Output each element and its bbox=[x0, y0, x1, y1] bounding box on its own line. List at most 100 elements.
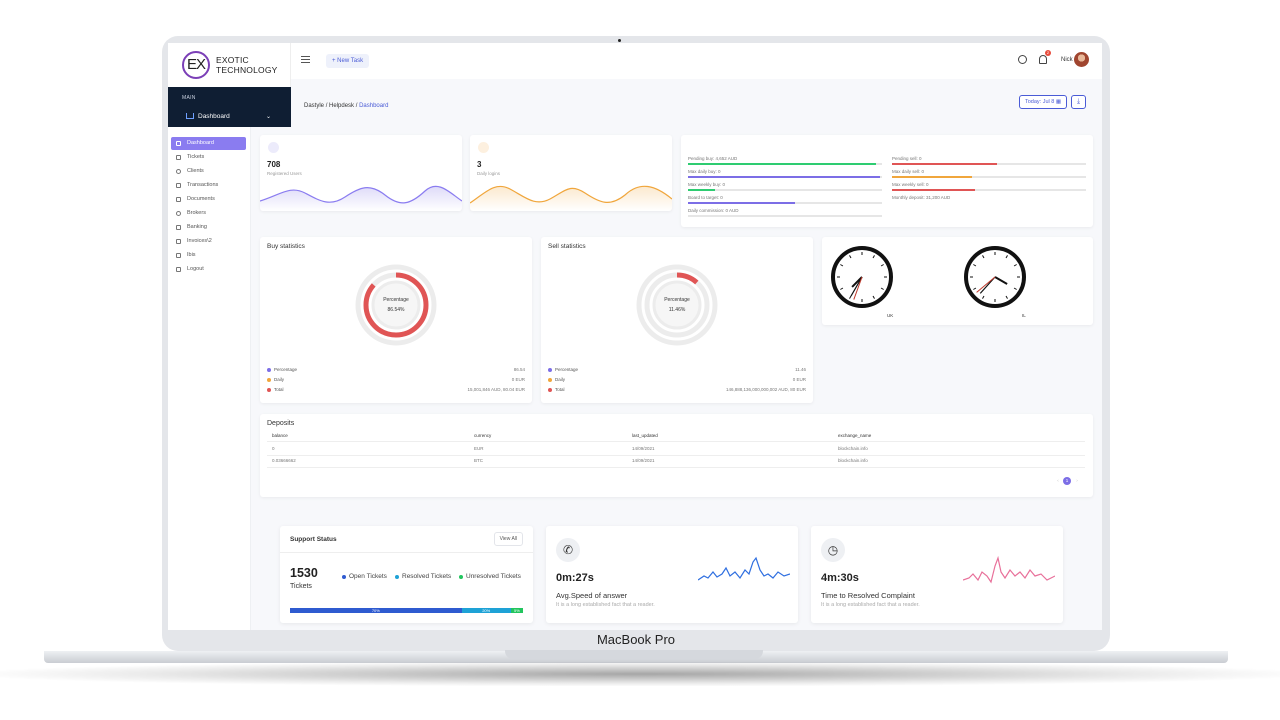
logo-text: EXOTIC TECHNOLOGY bbox=[216, 55, 278, 75]
sidebar-item-brokers[interactable]: Brokers bbox=[171, 207, 246, 220]
clock-tick bbox=[849, 295, 852, 299]
breadcrumb-item-helpdesk[interactable]: Helpdesk bbox=[329, 103, 355, 109]
deposits-title: Deposits bbox=[267, 420, 295, 427]
sidebar-item-clients[interactable]: Clients bbox=[171, 165, 246, 178]
tickets-label: Tickets bbox=[290, 583, 312, 590]
calendar-icon bbox=[478, 142, 489, 153]
legend-name: Percentage bbox=[555, 367, 579, 372]
app-screen: EX EXOTIC TECHNOLOGY + New Task 2 Nick M… bbox=[168, 43, 1102, 630]
legend-name: Total bbox=[274, 387, 284, 392]
buy-statistics-title: Buy statistics bbox=[267, 243, 305, 250]
hamburger-icon[interactable] bbox=[301, 56, 310, 63]
pagination-prev[interactable]: ‹ bbox=[1057, 478, 1059, 483]
download-icon[interactable]: ⤓ bbox=[1071, 95, 1086, 109]
legend-name: Total bbox=[555, 387, 565, 392]
table-cell: 0.03666662 bbox=[272, 458, 296, 463]
sell-statistics-title: Sell statistics bbox=[548, 243, 586, 250]
donut-value-arc bbox=[644, 272, 710, 338]
sell-donut-chart bbox=[636, 264, 718, 346]
card-divider bbox=[280, 552, 533, 553]
legend-dot bbox=[395, 574, 399, 579]
column-header-currency[interactable]: currency bbox=[474, 433, 492, 438]
table-cell: 14/09/2021 bbox=[632, 446, 655, 451]
laptop-shadow bbox=[0, 662, 1280, 686]
sidebar-item-invoices[interactable]: Invoices\2 bbox=[171, 235, 246, 248]
column-header-balance[interactable]: balance bbox=[272, 433, 288, 438]
limit-label: Pending sell: 0 bbox=[892, 156, 922, 161]
user-name[interactable]: Nick bbox=[1061, 57, 1073, 63]
search-icon[interactable] bbox=[1018, 55, 1027, 64]
date-button[interactable]: Today: Jul 8 ▦ bbox=[1019, 95, 1068, 109]
chevron-down-icon[interactable]: ⌄ bbox=[266, 114, 272, 120]
avatar[interactable] bbox=[1074, 52, 1089, 67]
users-wave-chart bbox=[260, 185, 462, 211]
lock-icon bbox=[176, 267, 181, 272]
clock-tick bbox=[982, 255, 985, 259]
main-nav-panel: MAIN Dashboard ⌄ bbox=[168, 87, 291, 127]
view-all-button[interactable]: View All bbox=[493, 532, 523, 546]
buy-donut-chart bbox=[355, 264, 437, 346]
table-cell: 14/09/2021 bbox=[632, 458, 655, 463]
limit-fill bbox=[688, 189, 716, 191]
limits-card: Pending buy: 4,652 AUD Max daily buy: 0 … bbox=[681, 135, 1093, 227]
table-cell: blockchain.info bbox=[838, 446, 868, 451]
sidebar-item-transactions[interactable]: Transactions bbox=[171, 179, 246, 192]
sidebar-item-label: Banking bbox=[187, 224, 207, 230]
sidebar-item-ibis[interactable]: Ibis bbox=[171, 249, 246, 262]
limit-label: Max daily buy: 0 bbox=[688, 169, 721, 174]
user-icon bbox=[176, 169, 181, 174]
main-dashboard-link[interactable]: Dashboard bbox=[198, 113, 230, 120]
limit-label: Max weekly sell: 0 bbox=[892, 182, 929, 187]
clock-icon: ◷ bbox=[821, 538, 845, 562]
bank-icon bbox=[176, 225, 181, 230]
home-icon bbox=[186, 113, 194, 119]
limit-label: Monthly deposit: 31,200 AUD bbox=[892, 195, 951, 200]
limit-label: Daily commission: 0 AUD bbox=[688, 208, 739, 213]
donut-ring-outer bbox=[636, 264, 718, 346]
legend-item: Total bbox=[548, 387, 565, 392]
resolve-sparkline bbox=[963, 556, 1055, 584]
daily-logins-value: 3 bbox=[477, 160, 482, 169]
legend-item: Daily bbox=[267, 377, 284, 382]
clock-ticks bbox=[970, 252, 1020, 302]
sidebar-item-tickets[interactable]: Tickets bbox=[171, 151, 246, 164]
sell-statistics-card: Sell statistics Percentage 11.46% Percen… bbox=[541, 237, 813, 403]
sidebar-item-logout[interactable]: Logout bbox=[171, 263, 246, 276]
legend-dot bbox=[548, 367, 552, 372]
sell-center-label: Percentage bbox=[664, 297, 690, 303]
table-divider bbox=[267, 441, 1085, 442]
il-clock-label: IL bbox=[1022, 313, 1026, 318]
send-icon bbox=[176, 183, 181, 188]
pagination-next[interactable]: › bbox=[1076, 478, 1078, 483]
breadcrumb-item-dastyle[interactable]: Dastyle bbox=[304, 103, 325, 109]
legend-item: Total bbox=[267, 387, 284, 392]
sidebar-item-dashboard[interactable]: Dashboard bbox=[171, 137, 246, 150]
clock-tick bbox=[973, 264, 977, 267]
monitor-icon bbox=[176, 155, 181, 160]
bell-icon[interactable] bbox=[1039, 55, 1047, 64]
table-cell: blockchain.info bbox=[838, 458, 868, 463]
avg-speed-card: ✆ 0m:27s Avg.Speed of answer It is a lon… bbox=[546, 526, 798, 623]
legend-dot bbox=[267, 387, 271, 392]
top-bar: + New Task 2 Nick bbox=[291, 43, 1102, 79]
pagination-page[interactable]: 1 bbox=[1063, 477, 1071, 485]
il-clock bbox=[964, 246, 1026, 308]
table-divider bbox=[267, 467, 1085, 468]
logo-line1: EXOTIC bbox=[216, 55, 249, 65]
avg-speed-title: Avg.Speed of answer bbox=[556, 591, 628, 600]
legend-dot bbox=[267, 367, 271, 372]
table-cell: EUR bbox=[474, 446, 484, 451]
second-hand bbox=[976, 276, 996, 293]
legend-item-resolved: Resolved Tickets bbox=[395, 573, 451, 580]
sidebar-item-banking[interactable]: Banking bbox=[171, 221, 246, 234]
registered-users-value: 708 bbox=[267, 160, 281, 169]
new-task-button[interactable]: + New Task bbox=[326, 54, 370, 68]
sidebar-item-label: Transactions bbox=[187, 182, 219, 188]
sidebar-item-documents[interactable]: Documents bbox=[171, 193, 246, 206]
column-header-last-updated[interactable]: last_updated bbox=[632, 433, 658, 438]
logo[interactable]: EX EXOTIC TECHNOLOGY bbox=[168, 43, 291, 87]
column-header-exchange-name[interactable]: exchange_name bbox=[838, 433, 872, 438]
support-status-title: Support Status bbox=[290, 536, 337, 543]
legend-name: Resolved Tickets bbox=[402, 573, 452, 580]
sidebar-item-label: Logout bbox=[187, 266, 204, 272]
